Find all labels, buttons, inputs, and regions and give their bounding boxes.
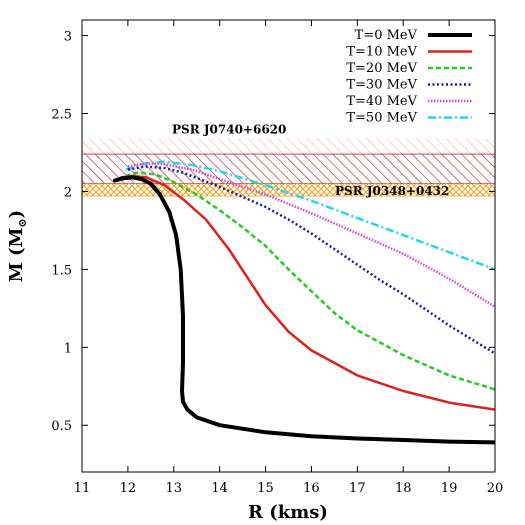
y-tick-label-0: 0.5 [51,419,72,434]
x-tick-label-5: 16 [303,481,320,496]
x-tick-label-4: 15 [257,481,274,496]
y-tick-label-3: 2 [64,185,72,200]
band-1-label: PSR J0348+0432 [335,184,449,198]
band-0-label: PSR J0740+6620 [172,122,286,136]
axis-ticks: 11 12 13 14 15 16 17 18 19 20 0.5 1 1.5 2 2.5 3 [51,20,503,496]
series-line-5 [125,160,495,271]
y-tick-label-2: 1.5 [51,263,72,278]
x-axis-title: R (kms) [248,502,328,523]
x-tick-label-8: 19 [441,481,458,496]
series-curves [113,160,495,445]
legend-label-5: T=50 MeV [346,111,417,126]
series-line-4 [127,162,495,308]
band-1-fill [82,183,495,197]
x-tick-label-3: 14 [211,481,228,496]
y-axis-title: M (M⊙) [6,210,29,282]
series-line-1 [119,174,495,411]
x-tick-label-0: 11 [74,481,91,496]
y-axis-title-sub: ⊙ [16,218,29,227]
x-tick-label-2: 13 [166,481,183,496]
legend-label-3: T=30 MeV [346,78,417,93]
y-tick-label-5: 3 [64,30,72,45]
legend-label-4: T=40 MeV [346,94,417,109]
y-tick-label-4: 2.5 [51,108,72,123]
legend-label-2: T=20 MeV [346,61,417,76]
x-tick-label-9: 20 [487,481,504,496]
legend-label-1: T=10 MeV [346,45,417,60]
x-tick-label-6: 17 [349,481,366,496]
legend-label-0: T=0 MeV [355,28,418,43]
series-line-3 [127,165,495,355]
x-tick-label-7: 18 [395,481,412,496]
y-tick-label-1: 1 [64,341,72,356]
series-line-0 [113,175,495,445]
x-tick-label-1: 12 [120,481,137,496]
constraint-bands [82,138,495,197]
y-axis-title-main: M (M [6,227,27,282]
band-labels: PSR J0740+6620 PSR J0348+0432 [172,122,449,198]
y-axis-title-close: ) [6,210,27,219]
plot-frame [81,19,496,473]
series-line-2 [125,171,495,391]
